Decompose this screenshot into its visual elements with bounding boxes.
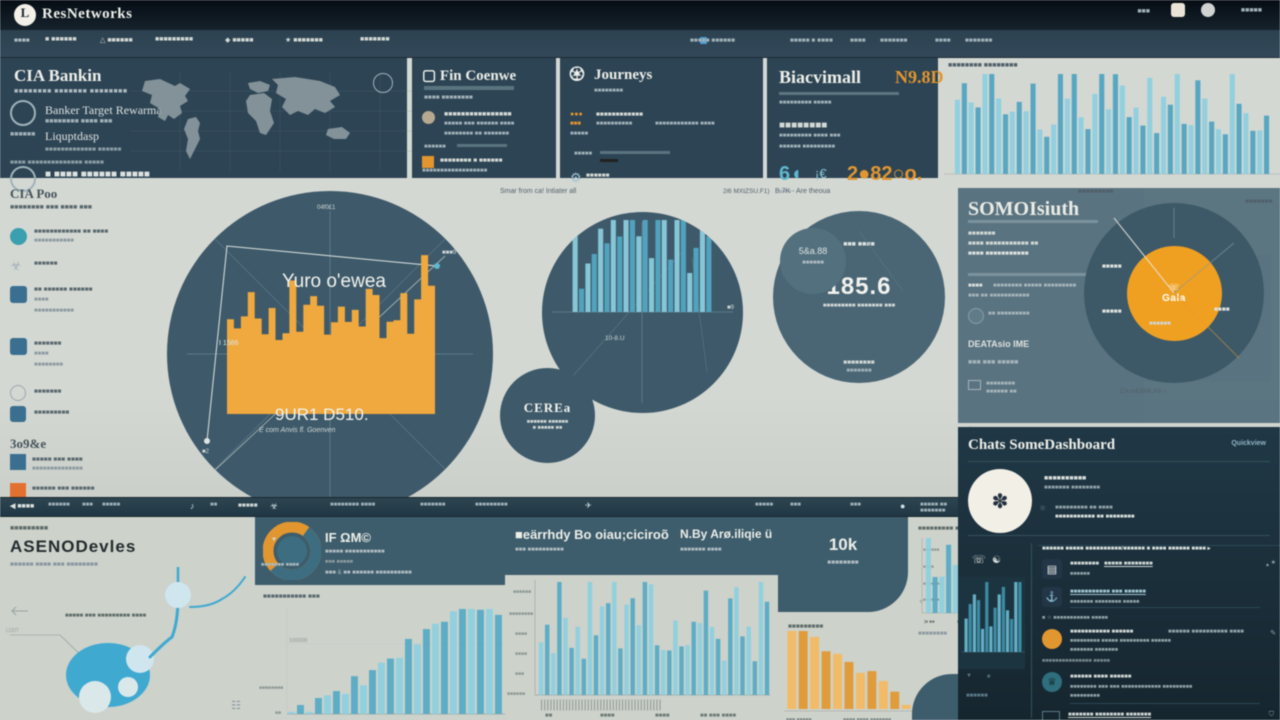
svg-text:■9: ■9 [447,487,455,493]
svg-text:04f0£1: 04f0£1 [317,205,336,211]
svg-text:10-8.U: 10-8.U [605,335,625,342]
svg-text:■■: ■■ [275,710,281,716]
svg-text:■■: ■■ [545,713,553,719]
svg-text:9UR1 D510.: 9UR1 D510. [275,405,369,424]
svg-text:|■ ■■: |■ ■■ [924,619,935,624]
svg-text:■■■■■■: ■■■■■■ [513,589,531,595]
svg-text:■■■■■ ■■■ ■■■■■■■■■ ■■■■: ■■■■■ ■■■ ■■■■■■■■■ ■■■■ [65,613,146,619]
svg-text:■■■■: ■■■■ [655,713,670,719]
svg-text:Yuro o'ewea: Yuro o'ewea [282,271,386,292]
svg-text:■■■■■■■■: ■■■■■■■■ [259,685,283,691]
svg-text:I 1586: I 1586 [219,340,239,347]
svg-text:■■■: ■■■ [515,671,524,677]
svg-text:■2: ■2 [202,449,210,455]
svg-text:■■ ■■■ ■■■■: ■■ ■■■ ■■■■ [700,713,736,719]
svg-text:||||||||||||||||||||||||||||||: ||||||||||||||||||||||||||||||||||||||| [540,697,662,711]
svg-text:■■■■: ■■■■ [600,713,615,719]
svg-text:■■■9: ■■■9 [442,250,457,256]
svg-text:■■■■■■: ■■■■■■ [923,547,940,552]
svg-text:■■■■: ■■■■ [515,631,527,637]
svg-text:E com Anvis fl. Goenven: E com Anvis fl. Goenven [259,427,335,434]
svg-text:■■■■■■■■: ■■■■■■■■ [509,611,533,617]
svg-text:100000: 100000 [289,638,307,644]
svg-text:■9: ■9 [727,305,735,311]
svg-text:02000: 02000 [187,212,204,218]
svg-text:■■■■■■: ■■■■■■ [507,691,525,697]
svg-text:■■■■: ■■■■ [515,651,527,657]
svg-text:LDDT: LDDT [6,628,19,634]
